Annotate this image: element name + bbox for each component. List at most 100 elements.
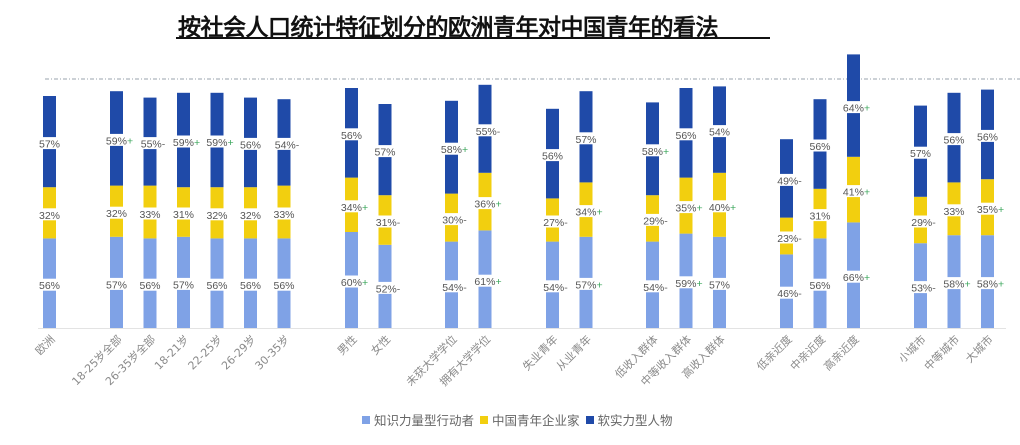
value-label-knowledge: 54%-: [442, 282, 467, 294]
value-label-entrepreneur: 32%: [106, 208, 127, 220]
bar-segment-knowledge: [43, 290, 56, 328]
bar-segment-softpower: [646, 156, 659, 196]
bar-segment-softpower: [478, 136, 492, 173]
bar-segment-knowledge: [914, 243, 927, 282]
bar-segment-knowledge: [244, 238, 257, 279]
bar-segment-entrepreneur: [813, 188, 827, 210]
bar-segment-entrepreneur: [244, 220, 257, 239]
value-label-entrepreneur: 33%: [943, 206, 964, 218]
bar-segment-knowledge: [579, 236, 593, 278]
bar-segment-entrepreneur: [847, 197, 860, 223]
value-label-softpower: 57%: [575, 134, 596, 146]
bar-segment-entrepreneur: [478, 209, 492, 231]
category-label: 22-25岁: [185, 332, 225, 372]
legend-label-knowledge: 知识力量型行动者: [374, 413, 475, 428]
legend-swatch-knowledge: [362, 415, 370, 424]
value-label-entrepreneur: 34%+: [341, 202, 368, 214]
value-label-entrepreneur: 30%-: [442, 215, 467, 227]
bar-segment-knowledge: [679, 288, 693, 328]
bar-segment-entrepreneur: [345, 177, 358, 201]
value-label-softpower: 56%: [542, 151, 563, 163]
legend-item-knowledge: 知识力量型行动者: [362, 410, 474, 429]
value-label-softpower: 56%: [341, 130, 362, 142]
bar-segment-softpower: [713, 86, 726, 126]
value-label-softpower: 54%-: [275, 139, 300, 151]
bar-segment-entrepreneur: [277, 185, 291, 208]
bar-segment-entrepreneur: [143, 219, 157, 239]
bar-segment-entrepreneur: [947, 182, 961, 205]
bar-segment-entrepreneur: [277, 219, 291, 239]
bar-segment-entrepreneur: [713, 172, 726, 201]
bar-segment-softpower: [378, 157, 392, 196]
value-label-knowledge: 53%-: [911, 283, 936, 295]
value-label-softpower: 58%+: [642, 146, 669, 158]
bar-segment-softpower: [679, 88, 693, 129]
chart-title: 按社会人口统计特征划分的欧洲青年对中国青年的看法: [178, 15, 719, 41]
bar-segment-knowledge: [780, 254, 793, 287]
bar-segment-knowledge: [713, 236, 726, 278]
value-label-knowledge: 52%-: [376, 283, 401, 295]
bar-segment-entrepreneur: [43, 220, 56, 239]
value-label-entrepreneur: 32%: [206, 210, 227, 222]
bar-segment-knowledge: [847, 282, 860, 328]
bar-segment-entrepreneur: [445, 225, 458, 242]
value-label-entrepreneur: 41%+: [843, 187, 870, 199]
bar-segment-softpower: [947, 92, 961, 134]
bar-segment-knowledge: [914, 293, 927, 328]
bar-segment-softpower: [345, 140, 358, 178]
value-label-knowledge: 57%+: [575, 279, 602, 291]
category-label: 30-35岁: [252, 332, 292, 372]
bar-segment-knowledge: [210, 290, 224, 328]
value-label-knowledge: 60%+: [341, 277, 368, 289]
value-label-knowledge: 56%: [206, 280, 227, 292]
bar-segment-entrepreneur: [646, 195, 659, 214]
bar-segment-knowledge: [43, 238, 56, 279]
value-label-knowledge: 58%+: [943, 279, 970, 291]
bar-segment-entrepreneur: [679, 213, 693, 234]
value-label-entrepreneur: 33%: [139, 209, 160, 221]
bar-segment-knowledge: [947, 289, 961, 328]
bar-segment-knowledge: [947, 235, 961, 278]
bar-segment-knowledge: [345, 287, 358, 328]
bar-segment-softpower: [981, 89, 994, 130]
bar-segment-entrepreneur: [177, 187, 190, 208]
bar-segment-softpower: [914, 105, 927, 147]
bar-segment-knowledge: [277, 238, 291, 279]
bar-segment-knowledge: [345, 232, 358, 276]
value-label-knowledge: 56%: [809, 280, 830, 292]
value-label-knowledge: 56%: [139, 280, 160, 292]
value-label-entrepreneur: 29%-: [643, 215, 668, 227]
bar-segment-softpower: [579, 144, 593, 183]
value-label-entrepreneur: 32%: [39, 210, 60, 222]
bar-segment-softpower: [546, 108, 559, 150]
title-underline: [176, 37, 770, 39]
bar-segment-softpower: [177, 92, 190, 136]
bar-segment-softpower: [210, 92, 224, 136]
bar-segment-knowledge: [646, 241, 659, 281]
value-label-entrepreneur: 32%: [240, 210, 261, 222]
value-label-entrepreneur: 34%+: [575, 207, 602, 219]
category-label: 中亲近度: [787, 332, 828, 373]
value-label-entrepreneur: 27%-: [543, 217, 568, 229]
value-label-entrepreneur: 31%-: [376, 217, 401, 229]
category-label: 大城市: [962, 332, 995, 365]
value-label-knowledge: 66%+: [843, 272, 870, 284]
legend-label-softpower: 软实力型人物: [597, 413, 673, 428]
bar-segment-softpower: [277, 149, 291, 186]
category-label: 欧洲: [33, 333, 58, 358]
bar-segment-entrepreneur: [981, 179, 994, 203]
bar-segment-knowledge: [780, 298, 793, 328]
value-label-knowledge: 57%: [106, 279, 127, 291]
value-label-entrepreneur: 31%: [809, 211, 830, 223]
bar-segment-entrepreneur: [378, 227, 392, 245]
value-label-knowledge: 54%-: [643, 282, 668, 294]
bar-segment-entrepreneur: [244, 187, 257, 209]
value-label-softpower: 59%+: [173, 137, 200, 149]
bar-segment-knowledge: [546, 241, 559, 281]
value-label-knowledge: 56%: [39, 280, 60, 292]
value-label-knowledge: 58%+: [977, 279, 1004, 291]
bar-segment-softpower: [277, 99, 291, 138]
value-label-knowledge: 54%-: [543, 282, 568, 294]
category-label: 男性: [334, 332, 359, 357]
